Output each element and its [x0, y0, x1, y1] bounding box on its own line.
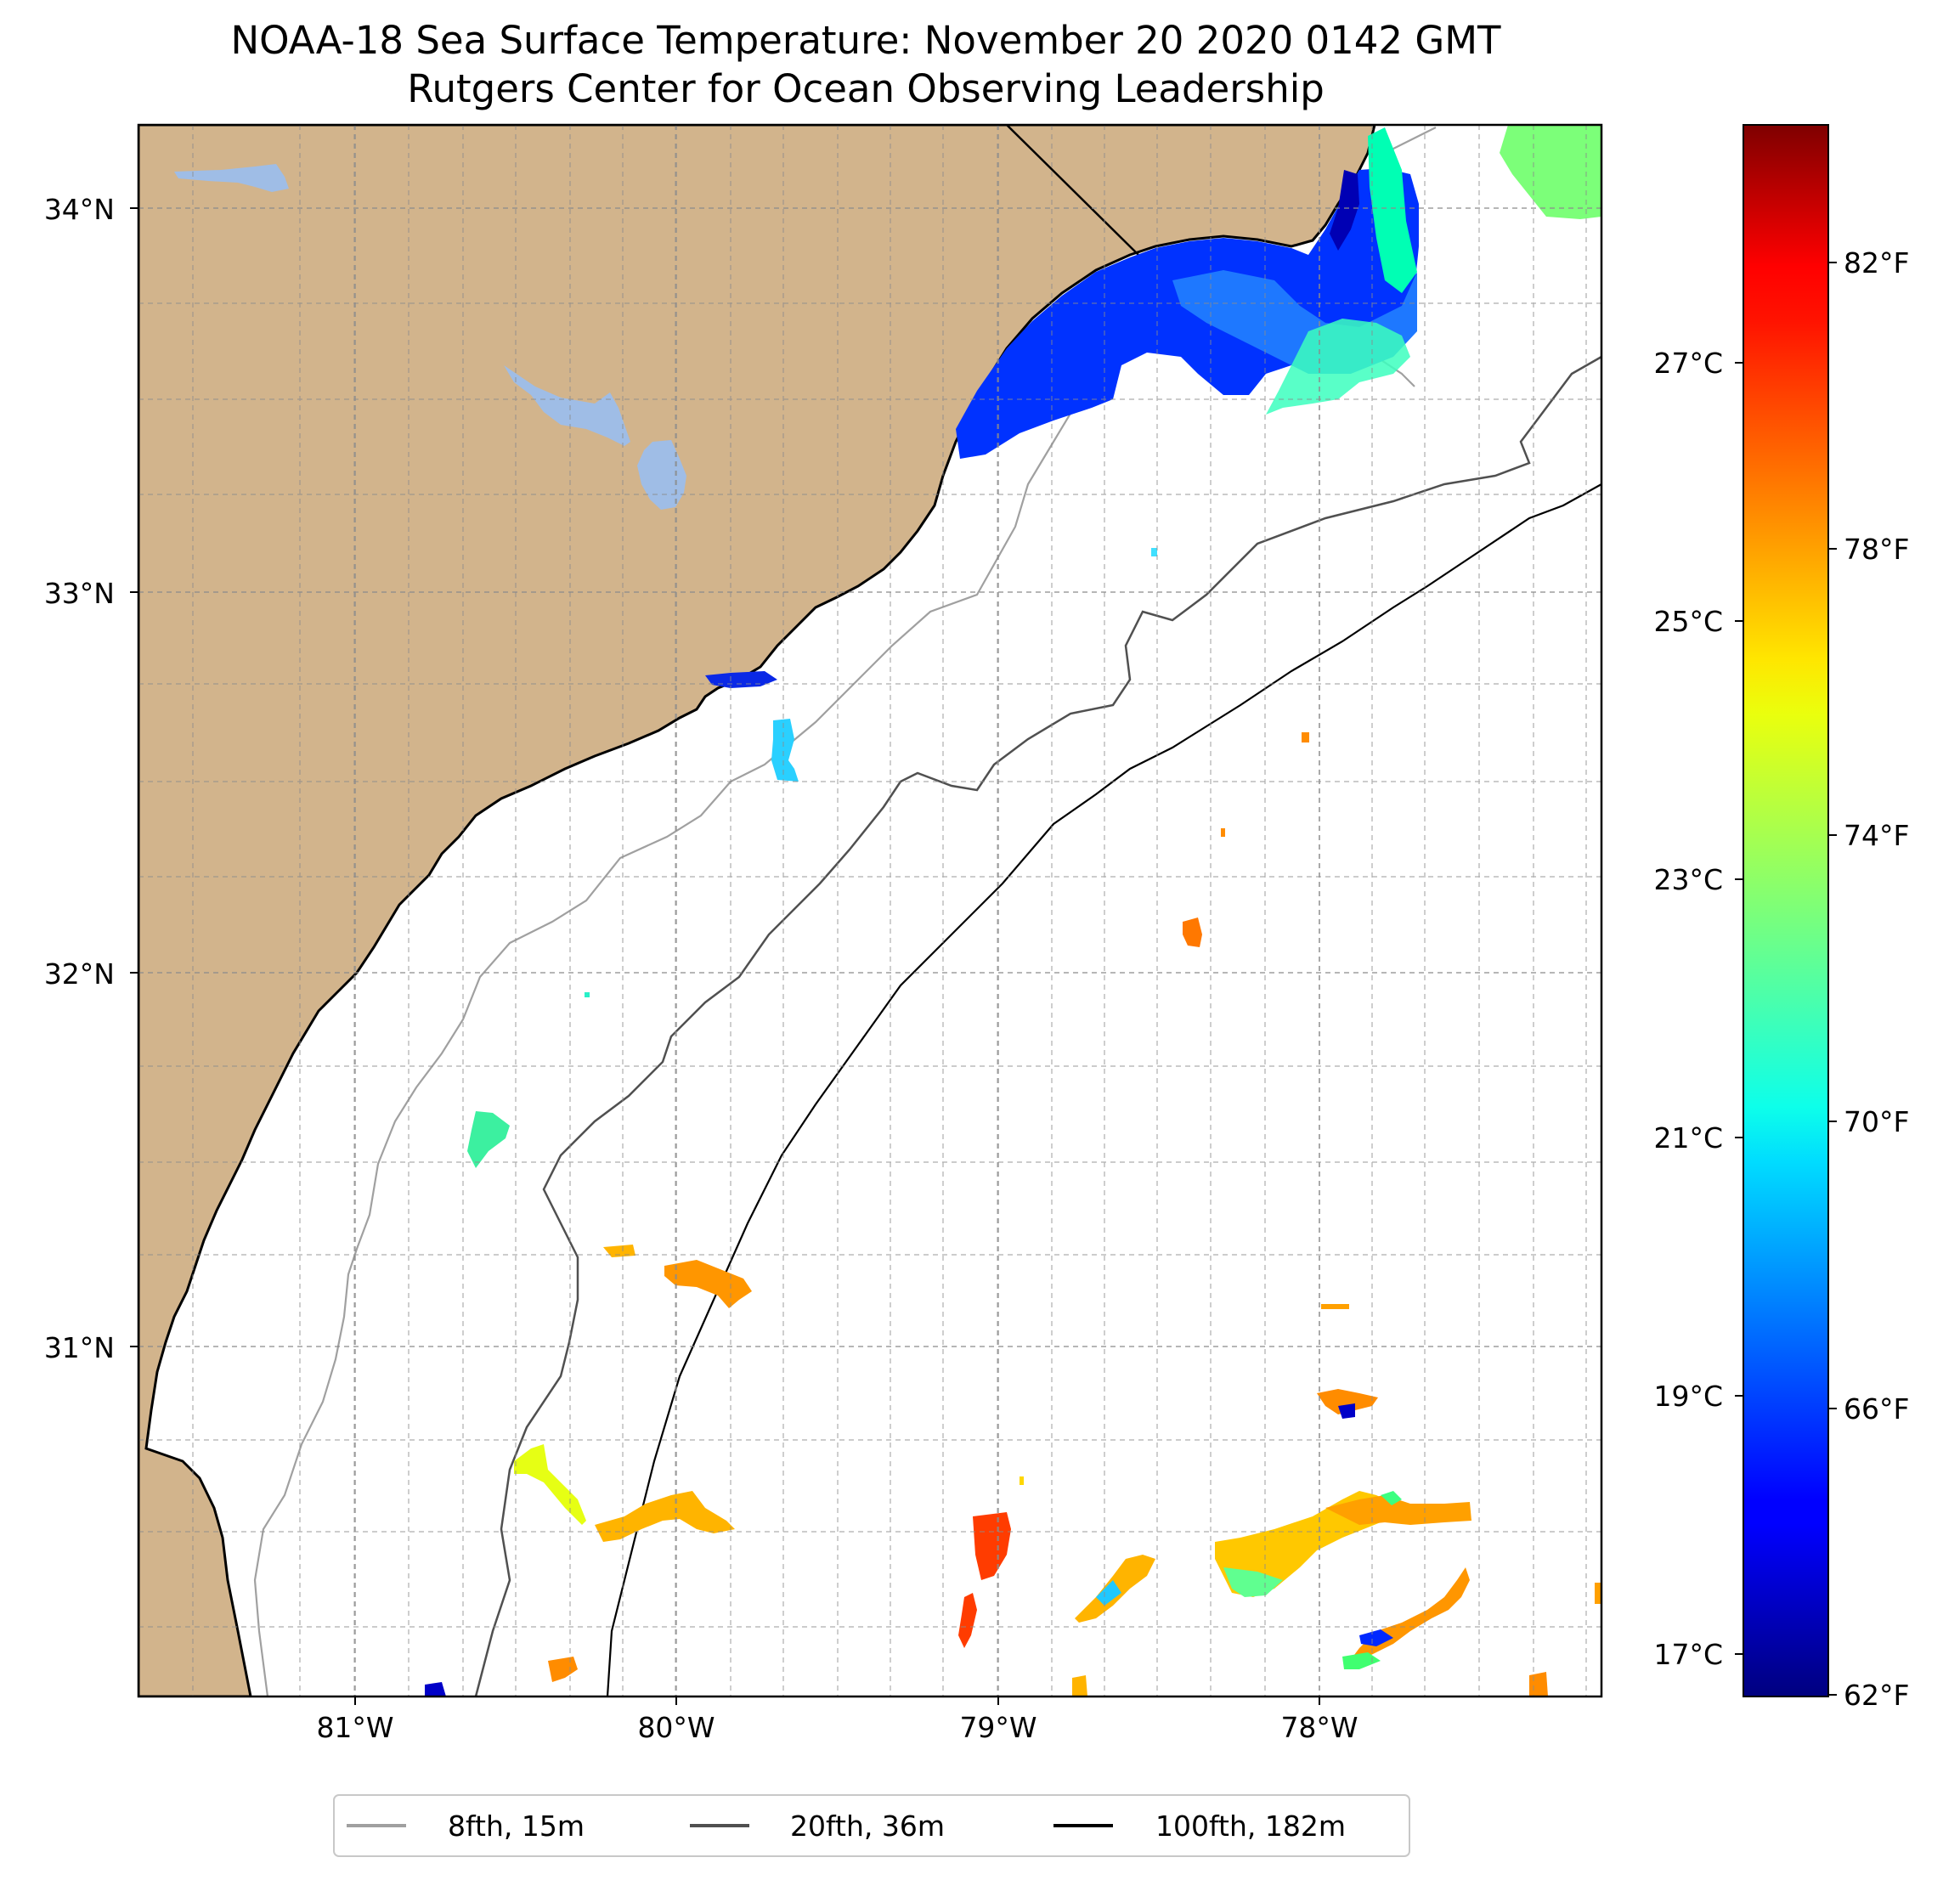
sst-patch [956, 168, 1419, 459]
sst-patch [1183, 917, 1202, 947]
sst-patch [664, 1260, 752, 1308]
colorbar-label-23c: 23°C [1653, 863, 1723, 896]
sst-patch [958, 1593, 977, 1648]
map-title-line1: NOAA-18 Sea Surface Temperature: Novembe… [230, 18, 1501, 63]
lake [504, 365, 630, 446]
colorbar-label-78f: 78°F [1844, 533, 1909, 566]
colorbar-label-21c: 21°C [1653, 1121, 1723, 1155]
colorbar-f-ticks [1828, 262, 1837, 1696]
sst-patch [1221, 828, 1225, 837]
major-gridlines [138, 125, 1601, 1697]
lake [174, 164, 289, 192]
lat-label-33n: 33°N [44, 577, 115, 610]
sst-patch [1302, 732, 1309, 742]
sst-patch [1072, 1675, 1087, 1697]
sst-patch [1338, 1403, 1355, 1419]
sst-patch [1330, 170, 1359, 251]
sst-patch [585, 992, 590, 997]
sst-patch [1020, 1476, 1024, 1485]
lat-label-34n: 34°N [44, 193, 115, 226]
sst-patch [467, 1111, 510, 1168]
lake [637, 440, 686, 510]
sst-patch [1321, 1304, 1349, 1309]
sst-patch [1342, 1652, 1381, 1669]
lat-ticks [130, 207, 138, 1347]
isobath-100fth [606, 483, 1601, 1697]
sst-patch [603, 1245, 635, 1257]
legend-label-8fth: 8fth, 15m [448, 1809, 585, 1843]
sst-patch [1151, 548, 1157, 556]
map-frame [137, 123, 1603, 1698]
lon-label-79w: 79°W [959, 1711, 1036, 1744]
sst-patch [1317, 1389, 1378, 1414]
isobath-legend: 8fth, 15m 20fth, 36m 100fth, 182m [333, 1794, 1410, 1857]
colorbar-label-74f: 74°F [1844, 819, 1909, 852]
lon-label-78w: 78°W [1280, 1711, 1358, 1744]
sst-patch [1325, 1495, 1471, 1525]
sst-patch [1529, 1672, 1548, 1697]
lon-label-80w: 80°W [637, 1711, 715, 1744]
colorbar-label-27c: 27°C [1653, 347, 1723, 380]
state-border [1006, 125, 1139, 256]
legend-box [333, 1794, 1410, 1857]
colorbar-label-66f: 66°F [1844, 1392, 1909, 1426]
colorbar-label-17c: 17°C [1653, 1638, 1723, 1671]
lon-label-81w: 81°W [316, 1711, 393, 1744]
map-panel [138, 125, 1601, 1697]
sst-patch [771, 719, 799, 782]
sst-patch [1096, 1580, 1121, 1606]
land-mass [138, 125, 1376, 1697]
sst-patch [1266, 319, 1410, 415]
sst-patch [1500, 125, 1601, 219]
sst-patch [514, 1444, 586, 1525]
isobath-20fth [474, 355, 1601, 1697]
colorbar-label-70f: 70°F [1844, 1105, 1909, 1138]
colorbar-label-19c: 19°C [1653, 1380, 1723, 1413]
colorbar-label-82f: 82°F [1844, 246, 1909, 279]
colorbar [1743, 124, 1829, 1697]
sst-patch [1368, 127, 1417, 293]
legend-label-100fth: 100fth, 182m [1155, 1809, 1346, 1843]
sst-data-layer [425, 125, 1601, 1697]
sst-patch [1381, 1491, 1402, 1505]
lat-label-31n: 31°N [44, 1331, 115, 1364]
sst-patch [973, 1512, 1011, 1580]
colorbar-c-ticks [1735, 362, 1743, 1655]
legend-label-20fth: 20fth, 36m [790, 1809, 945, 1843]
sst-patch [1359, 1629, 1393, 1646]
map-title-line2: Rutgers Center for Ocean Observing Leade… [407, 66, 1325, 111]
sst-patch [595, 1491, 735, 1542]
sst-patch [1595, 1583, 1601, 1604]
colorbar-label-25c: 25°C [1653, 605, 1723, 638]
lat-label-32n: 32°N [44, 957, 115, 991]
sst-patch [1223, 1567, 1283, 1597]
colorbar-label-62f: 62°F [1844, 1679, 1909, 1712]
sst-patch [548, 1657, 578, 1682]
lon-ticks [354, 1697, 1320, 1705]
sst-patch [425, 1682, 446, 1697]
